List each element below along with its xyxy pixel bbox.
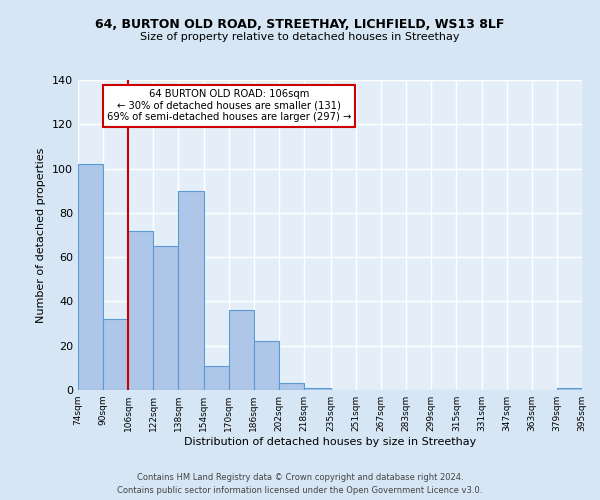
- Bar: [103, 319, 128, 390]
- Text: Contains HM Land Registry data © Crown copyright and database right 2024.: Contains HM Land Registry data © Crown c…: [137, 472, 463, 482]
- Text: Size of property relative to detached houses in Streethay: Size of property relative to detached ho…: [140, 32, 460, 42]
- Bar: [78, 164, 103, 390]
- Bar: [178, 190, 203, 390]
- Bar: [254, 342, 279, 390]
- Text: Contains public sector information licensed under the Open Government Licence v3: Contains public sector information licen…: [118, 486, 482, 495]
- Bar: [154, 246, 178, 390]
- Bar: [279, 384, 304, 390]
- Text: 64, BURTON OLD ROAD, STREETHAY, LICHFIELD, WS13 8LF: 64, BURTON OLD ROAD, STREETHAY, LICHFIEL…: [95, 18, 505, 30]
- Bar: [557, 388, 582, 390]
- Bar: [229, 310, 254, 390]
- X-axis label: Distribution of detached houses by size in Streethay: Distribution of detached houses by size …: [184, 437, 476, 447]
- Text: 64 BURTON OLD ROAD: 106sqm
← 30% of detached houses are smaller (131)
69% of sem: 64 BURTON OLD ROAD: 106sqm ← 30% of deta…: [107, 90, 352, 122]
- Bar: [304, 388, 331, 390]
- Y-axis label: Number of detached properties: Number of detached properties: [37, 148, 46, 322]
- Bar: [203, 366, 229, 390]
- Bar: [128, 230, 154, 390]
